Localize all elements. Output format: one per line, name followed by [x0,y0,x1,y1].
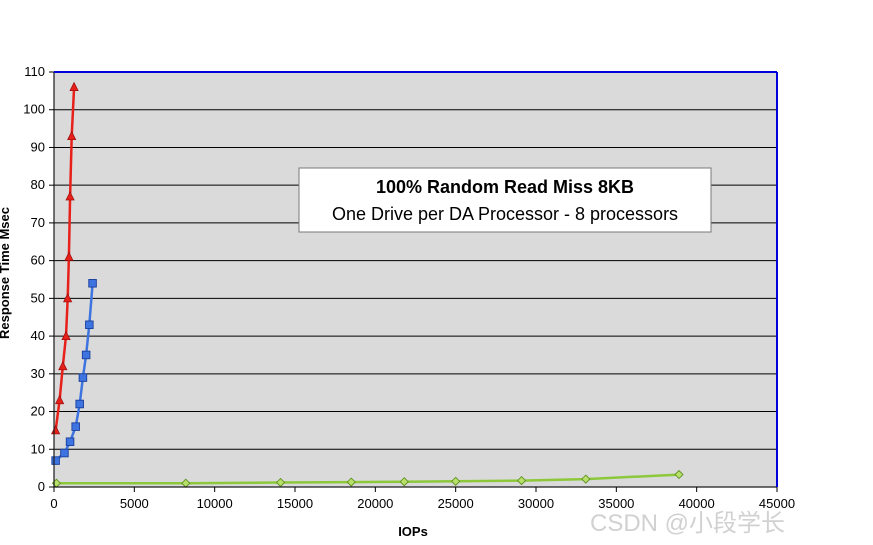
chart-title-box-frame [298,167,712,233]
data-point-blue [65,437,75,446]
data-point-green [516,475,527,486]
data-point-red [69,81,79,91]
x-tick-label: 30000 [518,496,554,511]
plot-area [54,72,777,487]
watermark: CSDN @小段学长 [590,510,785,537]
x-tick-label: 40000 [679,496,715,511]
x-tick-label: 5000 [120,496,149,511]
y-tick-label: 100 [23,102,45,117]
data-point-red [64,251,74,261]
data-point-blue [81,350,91,360]
x-tick-label: 20000 [357,496,393,511]
x-tick-label: 15000 [277,496,313,511]
y-tick-label: 110 [24,64,45,79]
y-tick-label: 90 [31,139,45,154]
data-point-red [63,292,73,303]
y-tick-label: 50 [31,290,45,305]
y-tick-label: 10 [31,441,45,456]
y-tick-label: 80 [31,177,45,192]
x-tick-label: 45000 [759,496,795,511]
data-point-green [399,477,409,487]
data-point-red [61,330,71,340]
y-axis-title: Response Time Msec [0,207,12,339]
data-point-blue [51,456,60,465]
data-point-blue [75,399,84,409]
y-tick-label: 20 [31,404,45,419]
x-tick-label: 25000 [438,496,474,511]
data-point-blue [78,373,88,382]
y-tick-label: 70 [31,215,45,230]
chart-title-box: 100% Random Read Miss 8KB One Drive per … [298,167,712,233]
data-point-green [674,469,684,480]
y-tick-label: 60 [31,253,45,268]
data-point-red [58,360,68,371]
x-tick-label: 35000 [598,496,634,511]
x-tick-label: 0 [50,496,57,511]
x-tick-label: 10000 [197,496,233,511]
chart-title: 100% Random Read Miss 8KB [376,177,634,197]
data-point-red [65,191,75,201]
data-point-blue [71,422,80,431]
data-point-green [451,476,461,486]
data-point-blue [60,448,69,458]
data-point-red [67,130,77,141]
x-axis-title: IOPs [398,524,428,539]
data-point-red [54,394,65,405]
y-tick-label: 40 [31,328,45,343]
data-point-blue [85,320,94,330]
y-tick-label: 30 [31,366,45,381]
data-point-green [346,477,356,487]
data-point-blue [88,279,97,288]
data-point-green [581,474,591,484]
chart-subtitle: One Drive per DA Processor - 8 processor… [332,204,678,224]
y-tick-label: 0 [38,479,45,494]
